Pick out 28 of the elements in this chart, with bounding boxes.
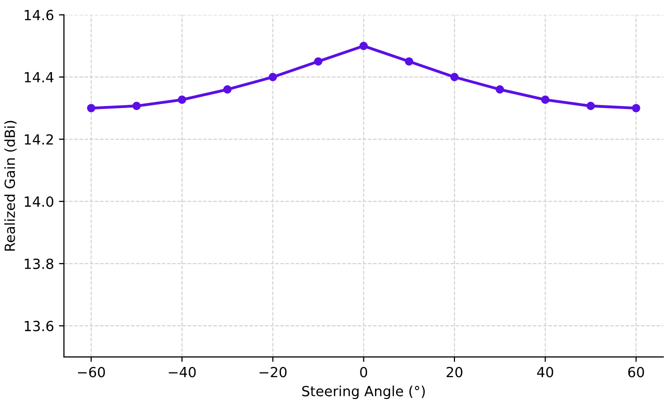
x-tick-label: 20 xyxy=(446,366,462,378)
point xyxy=(314,57,322,66)
point xyxy=(632,104,640,112)
point xyxy=(541,96,550,104)
x-tick-label: 60 xyxy=(628,366,644,378)
y-axis-title: Realized Gain (dBi) xyxy=(4,120,17,251)
point xyxy=(87,104,96,112)
point xyxy=(450,72,459,82)
x-tick-label: −40 xyxy=(168,366,196,378)
y-tick-label: 14.0 xyxy=(24,196,54,207)
x-tick-label: 0 xyxy=(360,366,368,378)
point xyxy=(223,85,232,94)
point xyxy=(496,85,504,94)
y-tick-label: 14.4 xyxy=(24,72,54,82)
point xyxy=(132,102,141,110)
point xyxy=(359,42,368,50)
point xyxy=(268,72,277,82)
y-tick-label: 13.6 xyxy=(24,320,54,332)
x-axis-title: Steering Angle (°) xyxy=(302,386,425,400)
point xyxy=(178,96,186,104)
y-tick-label: 14.2 xyxy=(24,134,53,144)
point xyxy=(404,57,414,66)
x-tick-label: −60 xyxy=(78,366,105,378)
y-tick-label: 13.8 xyxy=(24,258,54,270)
point xyxy=(586,102,595,110)
x-tick-label: −20 xyxy=(260,366,287,378)
x-tick-label: 40 xyxy=(537,366,554,378)
y-tick-label: 14.6 xyxy=(24,10,54,20)
